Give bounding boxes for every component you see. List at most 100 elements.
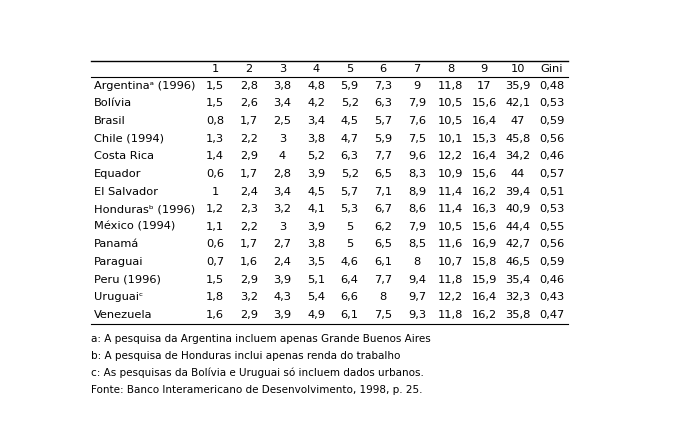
Text: 0,46: 0,46 xyxy=(539,275,564,285)
Text: 4,8: 4,8 xyxy=(307,81,325,91)
Text: 4,3: 4,3 xyxy=(274,293,291,302)
Text: 4,2: 4,2 xyxy=(307,98,325,109)
Text: 1,7: 1,7 xyxy=(240,169,258,179)
Text: 16,4: 16,4 xyxy=(472,151,497,162)
Text: 0,56: 0,56 xyxy=(539,240,564,249)
Text: 3,9: 3,9 xyxy=(274,275,291,285)
Text: 6,3: 6,3 xyxy=(374,98,392,109)
Text: 4,1: 4,1 xyxy=(307,204,325,214)
Text: 3,2: 3,2 xyxy=(240,293,258,302)
Text: 5,7: 5,7 xyxy=(374,116,392,126)
Text: 7,9: 7,9 xyxy=(408,222,426,232)
Text: 11,8: 11,8 xyxy=(438,275,463,285)
Text: 2,7: 2,7 xyxy=(274,240,291,249)
Text: 3: 3 xyxy=(279,222,286,232)
Text: 6,4: 6,4 xyxy=(340,275,358,285)
Text: 4,5: 4,5 xyxy=(340,116,359,126)
Text: 1,8: 1,8 xyxy=(206,293,224,302)
Text: Equador: Equador xyxy=(94,169,141,179)
Text: 3,9: 3,9 xyxy=(307,222,325,232)
Text: 5,2: 5,2 xyxy=(340,169,359,179)
Text: 5: 5 xyxy=(346,64,353,74)
Text: 3,8: 3,8 xyxy=(274,81,291,91)
Text: 15,8: 15,8 xyxy=(471,257,497,267)
Text: 9,3: 9,3 xyxy=(408,310,426,320)
Text: 1,4: 1,4 xyxy=(206,151,224,162)
Text: Costa Rica: Costa Rica xyxy=(94,151,154,162)
Text: 1,7: 1,7 xyxy=(240,116,258,126)
Text: 15,6: 15,6 xyxy=(471,169,497,179)
Text: 1,6: 1,6 xyxy=(240,257,258,267)
Text: 4,7: 4,7 xyxy=(340,134,359,144)
Text: 0,48: 0,48 xyxy=(539,81,564,91)
Text: 2,2: 2,2 xyxy=(240,222,258,232)
Text: 9,7: 9,7 xyxy=(408,293,426,302)
Text: 1,5: 1,5 xyxy=(206,98,224,109)
Text: 45,8: 45,8 xyxy=(505,134,531,144)
Text: 35,8: 35,8 xyxy=(505,310,531,320)
Text: 15,6: 15,6 xyxy=(471,98,497,109)
Text: 15,3: 15,3 xyxy=(471,134,497,144)
Text: 39,4: 39,4 xyxy=(505,187,531,197)
Text: 16,2: 16,2 xyxy=(472,310,497,320)
Text: Paraguai: Paraguai xyxy=(94,257,143,267)
Text: 6,3: 6,3 xyxy=(340,151,359,162)
Text: 6,6: 6,6 xyxy=(340,293,358,302)
Text: 35,9: 35,9 xyxy=(505,81,531,91)
Text: 17: 17 xyxy=(477,81,491,91)
Text: 16,9: 16,9 xyxy=(471,240,497,249)
Text: 8: 8 xyxy=(447,64,454,74)
Text: 7,5: 7,5 xyxy=(374,310,392,320)
Text: 2,2: 2,2 xyxy=(240,134,258,144)
Text: 7,7: 7,7 xyxy=(374,275,392,285)
Text: 35,4: 35,4 xyxy=(505,275,531,285)
Text: 7,5: 7,5 xyxy=(408,134,426,144)
Text: 16,4: 16,4 xyxy=(472,116,497,126)
Text: 11,4: 11,4 xyxy=(438,204,463,214)
Text: 2: 2 xyxy=(245,64,252,74)
Text: 5: 5 xyxy=(346,222,353,232)
Text: 16,4: 16,4 xyxy=(472,293,497,302)
Text: 10,5: 10,5 xyxy=(438,222,463,232)
Text: 15,6: 15,6 xyxy=(471,222,497,232)
Text: 7,9: 7,9 xyxy=(408,98,426,109)
Text: 40,9: 40,9 xyxy=(505,204,531,214)
Text: El Salvador: El Salvador xyxy=(94,187,158,197)
Text: 15,9: 15,9 xyxy=(471,275,497,285)
Text: 5,9: 5,9 xyxy=(374,134,392,144)
Text: Peru (1996): Peru (1996) xyxy=(94,275,161,285)
Text: 0,51: 0,51 xyxy=(539,187,564,197)
Text: 10,5: 10,5 xyxy=(438,116,463,126)
Text: 9: 9 xyxy=(481,64,488,74)
Text: 16,2: 16,2 xyxy=(472,187,497,197)
Text: 2,9: 2,9 xyxy=(240,151,258,162)
Text: c: As pesquisas da Bolívia e Uruguai só incluem dados urbanos.: c: As pesquisas da Bolívia e Uruguai só … xyxy=(92,368,424,378)
Text: b: A pesquisa de Honduras inclui apenas renda do trabalho: b: A pesquisa de Honduras inclui apenas … xyxy=(92,351,401,360)
Text: 2,4: 2,4 xyxy=(274,257,291,267)
Text: 6,5: 6,5 xyxy=(374,169,392,179)
Text: 1,2: 1,2 xyxy=(206,204,224,214)
Text: 2,8: 2,8 xyxy=(274,169,291,179)
Text: 1,5: 1,5 xyxy=(206,275,224,285)
Text: 11,4: 11,4 xyxy=(438,187,463,197)
Text: 3,8: 3,8 xyxy=(307,134,325,144)
Text: 7: 7 xyxy=(413,64,420,74)
Text: 4: 4 xyxy=(312,64,320,74)
Text: 10: 10 xyxy=(511,64,525,74)
Text: 2,3: 2,3 xyxy=(240,204,258,214)
Text: 4,9: 4,9 xyxy=(307,310,325,320)
Text: Hondurasᵇ (1996): Hondurasᵇ (1996) xyxy=(94,204,195,214)
Text: 0,59: 0,59 xyxy=(539,116,564,126)
Text: 7,3: 7,3 xyxy=(374,81,392,91)
Text: 5: 5 xyxy=(346,240,353,249)
Text: 0,55: 0,55 xyxy=(539,222,564,232)
Text: 3,4: 3,4 xyxy=(274,98,291,109)
Text: 3,8: 3,8 xyxy=(307,240,325,249)
Text: 42,7: 42,7 xyxy=(505,240,531,249)
Text: 0,53: 0,53 xyxy=(539,98,564,109)
Text: 9,6: 9,6 xyxy=(408,151,426,162)
Text: 11,6: 11,6 xyxy=(438,240,463,249)
Text: 6,7: 6,7 xyxy=(374,204,392,214)
Text: 6,1: 6,1 xyxy=(340,310,359,320)
Text: 3,9: 3,9 xyxy=(274,310,291,320)
